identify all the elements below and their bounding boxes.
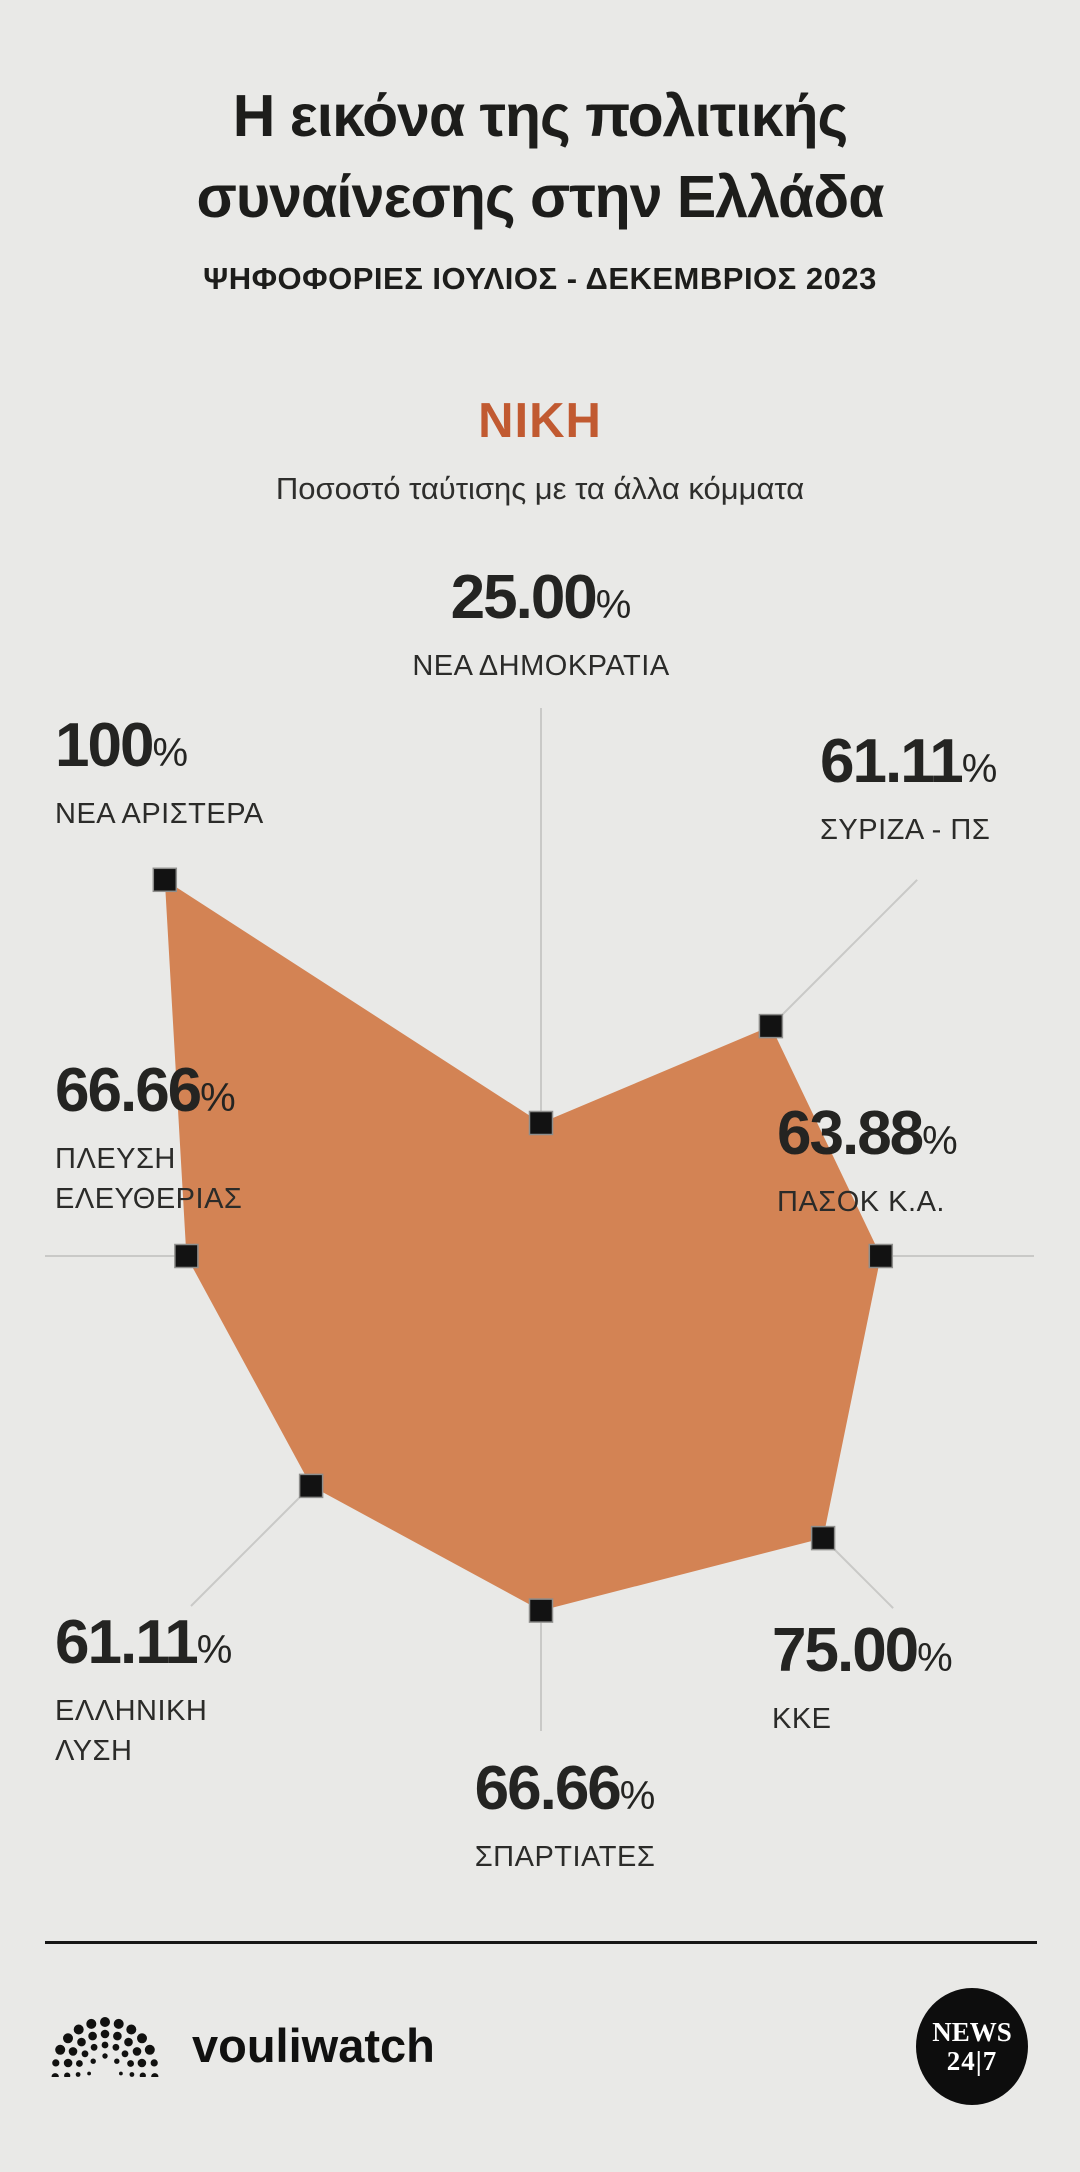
radar-category: ΠΛΕΥΣΗ ΕΛΕΥΘΕΡΙΑΣ [55, 1143, 243, 1215]
radar-label-1: 61.11% ΣΥΡΙΖΑ - ΠΣ [820, 730, 997, 850]
radar-label-2: 63.88% ΠΑΣΟΚ Κ.Α. [777, 1102, 958, 1222]
radar-label-4: 66.66% ΣΠΑΡΤΙΑΤΕΣ [475, 1757, 656, 1877]
radar-label-5: 61.11% ΕΛΛΗΝΙΚΗ ΛΥΣΗ [55, 1611, 232, 1771]
radar-data-point [758, 1013, 784, 1039]
radar-value: 63.88 [777, 1099, 924, 1168]
radar-label-0: 25.00% ΝΕΑ ΔΗΜΟΚΡΑΤΙΑ [412, 566, 669, 686]
page-title-line2: συναίνεσης στην Ελλάδα [196, 164, 885, 230]
radar-value: 66.66 [55, 1056, 202, 1125]
parliament-dot [121, 2050, 129, 2058]
radar-value: 61.11 [820, 727, 964, 796]
parliament-dot [139, 2072, 146, 2077]
parliament-dot [101, 2041, 109, 2049]
parliament-dot [52, 2059, 60, 2067]
radar-value: 61.11 [55, 1608, 199, 1677]
radar-data-point [868, 1243, 894, 1269]
percent-sign: % [152, 731, 189, 775]
parliament-dot [126, 2024, 137, 2035]
chart-subtitle: Ποσοστό ταύτισης με τα άλλα κόμματα [275, 471, 805, 506]
radar-category: ΝΕΑ ΑΡΙΣΤΕΡΑ [55, 798, 264, 830]
parliament-dot [127, 2060, 134, 2067]
percent-sign: % [922, 1119, 958, 1163]
parliament-dot [76, 2060, 83, 2067]
parliament-dot [150, 2059, 158, 2067]
parliament-dot [114, 2058, 120, 2064]
radar-data-point [810, 1525, 836, 1551]
parliament-dot [100, 2029, 110, 2039]
parliament-dot [102, 2053, 108, 2059]
radar-data-point [528, 1110, 554, 1136]
parliament-dot [64, 2072, 71, 2077]
parliament-dot [113, 2018, 124, 2029]
parliament-dot [90, 2058, 96, 2064]
radar-category: ΚΚΕ [772, 1703, 832, 1735]
radar-value: 100 [55, 711, 154, 780]
parliament-dot [113, 2031, 122, 2041]
parliament-dot [112, 2043, 120, 2051]
percent-sign: % [196, 1628, 233, 1672]
parliament-dot [129, 2072, 135, 2077]
parliament-dot [68, 2047, 78, 2056]
vouliwatch-logo: vouliwatch [50, 2012, 435, 2078]
radar-value: 25.00 [450, 563, 598, 632]
page-title-line1: Η εικόνα της πολιτικής [232, 83, 848, 149]
parliament-dot [75, 2072, 81, 2077]
parliament-dot [77, 2037, 86, 2047]
parliament-dot [73, 2024, 84, 2035]
parliament-dot [87, 2071, 91, 2076]
radar-data-point [298, 1473, 324, 1499]
parliament-dot [90, 2043, 98, 2051]
radar-category: ΠΑΣΟΚ Κ.Α. [777, 1186, 945, 1218]
radar-data-point [152, 867, 178, 893]
radar-data-point [174, 1243, 199, 1269]
parliament-dot [151, 2073, 159, 2077]
parliament-dot [132, 2047, 142, 2056]
parliament-dot [86, 2018, 97, 2029]
radar-label-6: 66.66% ΠΛΕΥΣΗ ΕΛΕΥΘΕΡΙΑΣ [55, 1059, 242, 1219]
percent-sign: % [595, 583, 632, 627]
radar-category: ΣΠΑΡΤΙΑΤΕΣ [474, 1841, 656, 1873]
radar-category: ΣΥΡΙΖΑ - ΠΣ [820, 814, 991, 846]
parliament-dot [63, 2033, 73, 2044]
radar-data-point [528, 1598, 554, 1623]
parliament-dot [137, 2058, 147, 2068]
parliament-dot [63, 2058, 73, 2068]
percent-sign: % [619, 1774, 656, 1818]
news247-logo: NEWS 24|7 [916, 1988, 1028, 2105]
page-subtitle: ΨΗΦΟΦΟΡΙΕΣ ΙΟΥΛΙΟΣ - ΔΕΚΕΜΒΡΙΟΣ 2023 [203, 261, 877, 296]
news247-logo-line1: NEWS [932, 2016, 1012, 2047]
parliament-dot [144, 2044, 155, 2055]
news247-logo-line2: 24|7 [946, 2045, 998, 2076]
radar-category: ΝΕΑ ΔΗΜΟΚΡΑΤΙΑ [412, 650, 670, 682]
radar-polygon [164, 879, 881, 1611]
percent-sign: % [917, 1636, 953, 1680]
radar-value: 75.00 [772, 1616, 919, 1685]
parliament-dot [51, 2073, 59, 2077]
radar-label-7: 100% ΝΕΑ ΑΡΙΣΤΕΡΑ [55, 714, 264, 834]
parliament-dot [137, 2033, 147, 2044]
vouliwatch-wordmark: vouliwatch [192, 2018, 435, 2072]
parliament-dot [88, 2031, 97, 2041]
percent-sign: % [961, 747, 998, 791]
radar-label-3: 75.00% ΚΚΕ [772, 1619, 953, 1739]
parliament-dot [55, 2044, 66, 2055]
percent-sign: % [200, 1076, 236, 1120]
radar-category: ΕΛΛΗΝΙΚΗ ΛΥΣΗ [55, 1695, 208, 1767]
chart-title-party: ΝΙΚΗ [478, 394, 602, 448]
parliament-dot [81, 2050, 89, 2058]
radar-value: 66.66 [474, 1754, 622, 1823]
page-title: Η εικόνα της πολιτικής συναίνεσης στην Ε… [0, 76, 1080, 238]
parliament-dot [119, 2071, 123, 2076]
parliament-dot [124, 2037, 133, 2047]
footer-divider [45, 1941, 1037, 1944]
parliament-dots-icon [51, 2017, 159, 2077]
parliament-dot [100, 2017, 110, 2027]
